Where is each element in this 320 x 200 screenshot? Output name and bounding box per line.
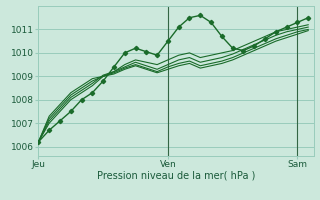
X-axis label: Pression niveau de la mer( hPa ): Pression niveau de la mer( hPa )	[97, 171, 255, 181]
